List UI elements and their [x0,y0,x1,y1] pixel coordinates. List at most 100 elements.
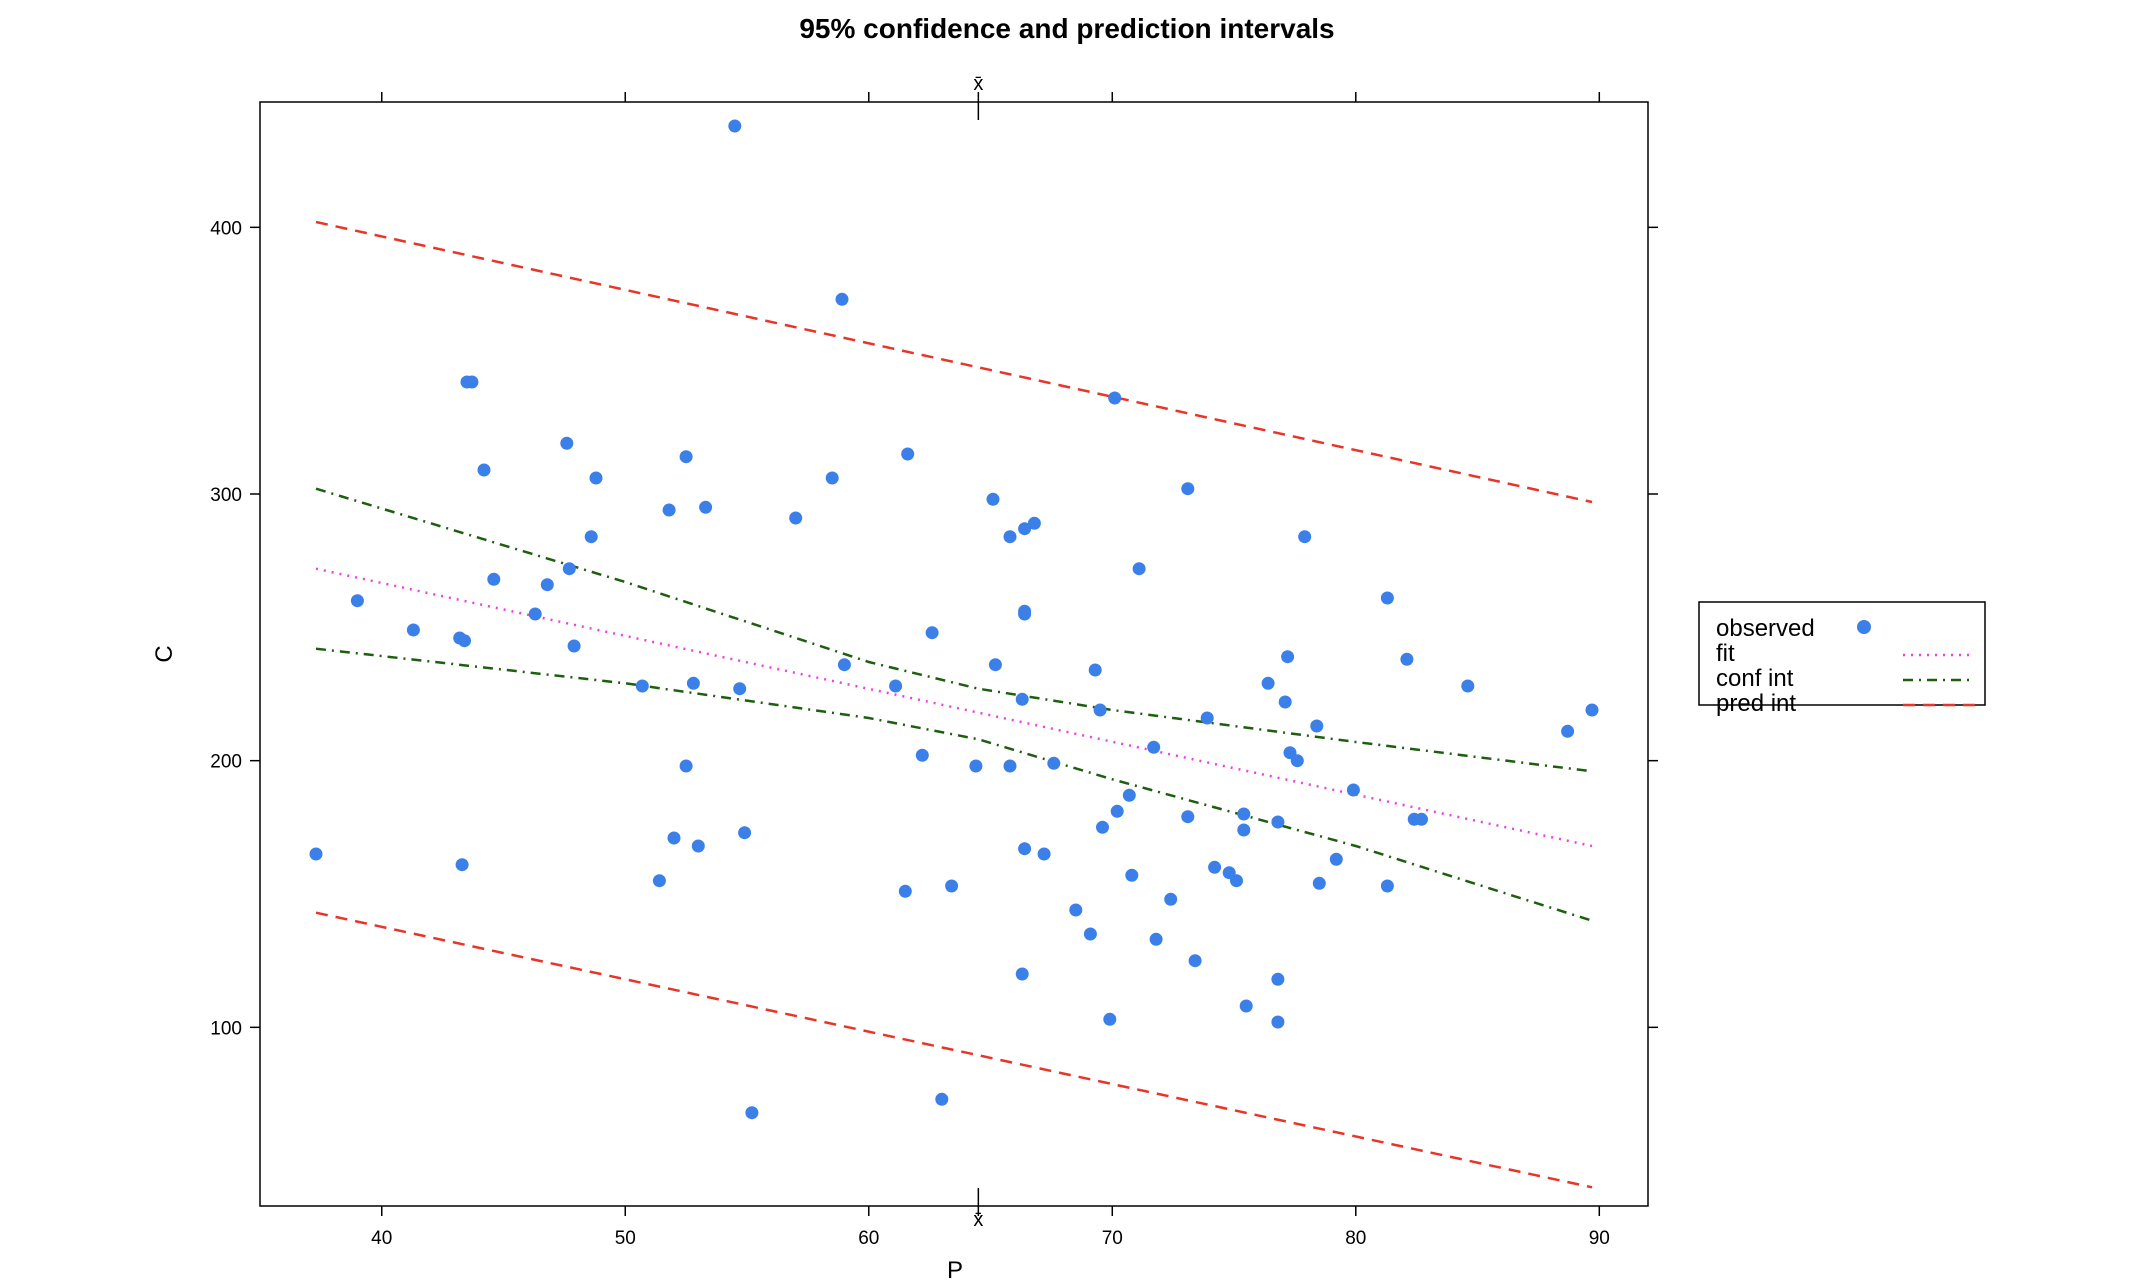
x-tick-label-60: 60 [858,1228,879,1249]
observed-point-84 [1281,650,1295,664]
x-tick-label-50: 50 [615,1228,636,1249]
observed-point-82 [1271,1015,1285,1029]
observed-point-30 [789,511,803,525]
observed-point-34 [889,679,903,693]
observed-point-69 [1181,482,1195,496]
pred-int-line-4 [315,220,1593,504]
y-axis-label: C [151,645,178,662]
observed-point-98 [1561,724,1575,738]
observed-point-64 [1125,868,1139,882]
legend-label-conf-int: conf int [1716,665,1794,692]
legend-label-fit: fit [1716,640,1735,667]
observed-point-65 [1132,562,1146,576]
x-tick-label-40: 40 [371,1228,392,1249]
observed-point-92 [1380,591,1394,605]
observed-point-1 [350,594,364,608]
observed-point-90 [1329,852,1343,866]
observed-point-73 [1208,860,1222,874]
observed-point-66 [1147,740,1161,754]
y-tick-label-200: 200 [210,752,242,773]
observed-point-37 [915,748,929,762]
observed-point-70 [1181,810,1195,824]
observed-point-77 [1237,823,1251,837]
x-axis-label: P [947,1257,963,1284]
observed-point-5 [455,858,469,872]
fit-line-1 [315,567,1593,848]
observed-point-23 [686,676,700,690]
observed-point-76 [1237,807,1251,821]
legend-box [1698,601,1986,706]
observed-point-57 [1088,663,1102,677]
observed-point-0 [309,847,323,861]
observed-point-72 [1200,711,1214,725]
observed-point-51 [1015,967,1029,981]
observed-point-26 [728,119,742,133]
observed-point-22 [679,759,693,773]
observed-point-35 [898,884,912,898]
observed-point-60 [1103,1012,1117,1026]
observed-point-75 [1230,874,1243,888]
interval-lines [315,220,1593,1189]
observed-point-58 [1093,703,1107,717]
observed-point-99 [1585,703,1599,717]
observed-point-7 [465,375,479,389]
observed-point-27 [733,682,747,696]
observed-point-68 [1164,892,1178,906]
observed-point-88 [1310,719,1324,733]
y-tick-label-300: 300 [210,485,242,506]
observed-point-24 [691,839,705,853]
observed-point-71 [1188,954,1202,968]
observed-point-67 [1149,932,1163,946]
observed-point-86 [1290,754,1304,768]
legend-label-pred-int: pred int [1716,690,1796,717]
observed-point-29 [745,1106,759,1120]
legend-label-observed: observed [1716,615,1815,642]
observed-point-63 [1122,788,1136,802]
observed-point-93 [1380,879,1394,893]
observed-point-96 [1415,812,1428,826]
observed-point-54 [1047,756,1061,770]
observed-point-36 [901,447,915,461]
y-tick-label-100: 100 [210,1018,242,1039]
observed-point-21 [679,450,693,464]
observed-point-94 [1400,652,1414,666]
observed-point-78 [1239,999,1253,1013]
observed-point-19 [662,503,676,517]
observed-point-14 [567,639,581,653]
observed-point-13 [562,562,576,576]
observed-point-56 [1083,927,1097,941]
observed-point-16 [589,471,603,485]
observed-point-45 [1003,759,1017,773]
observed-point-41 [969,759,983,773]
xbar-label-top: x̄ [973,73,983,95]
observed-point-53 [1037,847,1051,861]
observed-point-11 [540,578,554,592]
axis-ticks: 40 50 60 70 80 90 100 200 300 400 x̄ x̄ [210,73,1658,1249]
observed-point-40 [945,879,959,893]
chart-title: 95% confidence and prediction intervals [799,13,1334,44]
observed-point-62 [1110,804,1124,818]
observed-point-33 [837,658,851,672]
conf-int-line-2 [315,487,1593,773]
observed-point-91 [1346,783,1360,797]
observed-point-43 [988,658,1002,672]
observed-point-2 [406,623,420,637]
observed-point-61 [1108,391,1122,405]
observed-point-52 [1027,516,1041,530]
observed-point-17 [635,679,649,693]
legend-swatch-observed [1857,620,1871,634]
observed-point-25 [699,500,713,514]
observed-point-12 [560,436,574,450]
observed-point-59 [1096,820,1109,834]
observed-point-31 [825,471,839,485]
observed-point-81 [1271,972,1285,986]
observed-point-49 [1018,607,1032,621]
pred-int-line-5 [315,911,1593,1189]
x-tick-label-80: 80 [1345,1228,1366,1249]
observed-point-42 [986,492,1000,506]
observed-point-55 [1069,903,1083,917]
observed-point-46 [1015,692,1029,706]
